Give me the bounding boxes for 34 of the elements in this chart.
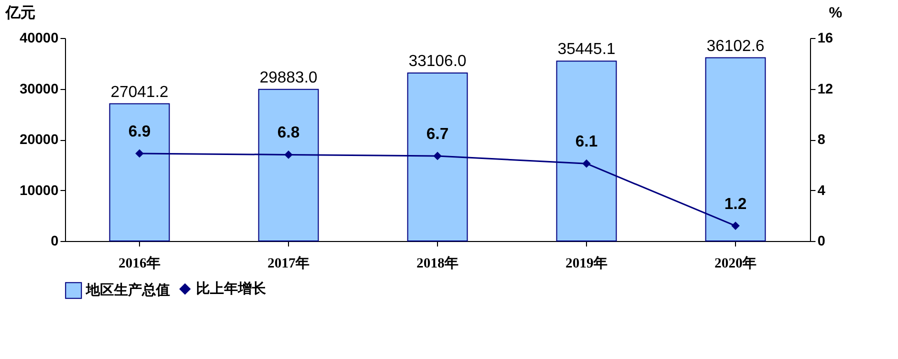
- y-tick-label: 10000: [20, 182, 59, 198]
- data-label: 6.8: [277, 124, 300, 142]
- data-label: 1.2: [724, 196, 747, 213]
- data-label: 6.7: [426, 126, 449, 143]
- data-label: 27041.2: [110, 84, 169, 101]
- y-axis-title: 亿元: [4, 4, 36, 22]
- point: [433, 152, 442, 160]
- y-tick-label: 20000: [20, 131, 59, 147]
- y2-tick-label: 4: [818, 182, 826, 198]
- x-tick-label: 2017年: [268, 256, 310, 272]
- x-tick-label: 2020年: [714, 256, 756, 272]
- data-label: 6.1: [575, 134, 598, 151]
- data-label: 36102.6: [706, 38, 765, 55]
- x-tick-label: 2016年: [118, 256, 160, 272]
- point: [731, 222, 740, 230]
- y2-tick-label: 8: [818, 131, 826, 147]
- y2-axis-title: %: [828, 4, 842, 22]
- point: [135, 149, 144, 158]
- x-tick-label: 2018年: [416, 256, 458, 272]
- y-tick-label: 0: [50, 232, 59, 248]
- y2-tick-label: 12: [818, 80, 834, 96]
- data-label: 29883.0: [260, 69, 318, 86]
- point: [284, 150, 293, 159]
- x-tick-label: 2019年: [566, 256, 608, 272]
- legend-label: 地区生产总值: [85, 282, 170, 298]
- data-label: 33106.0: [408, 52, 467, 70]
- data-label: 35445.1: [558, 41, 616, 58]
- y-tick-label: 40000: [20, 30, 59, 46]
- y2-tick-label: 0: [818, 232, 826, 248]
- data-label: 6.9: [128, 123, 151, 140]
- legend-label: 比上年增长: [196, 280, 267, 296]
- point: [582, 159, 591, 168]
- y-tick-label: 30000: [20, 80, 59, 96]
- y2-tick-label: 16: [818, 30, 834, 46]
